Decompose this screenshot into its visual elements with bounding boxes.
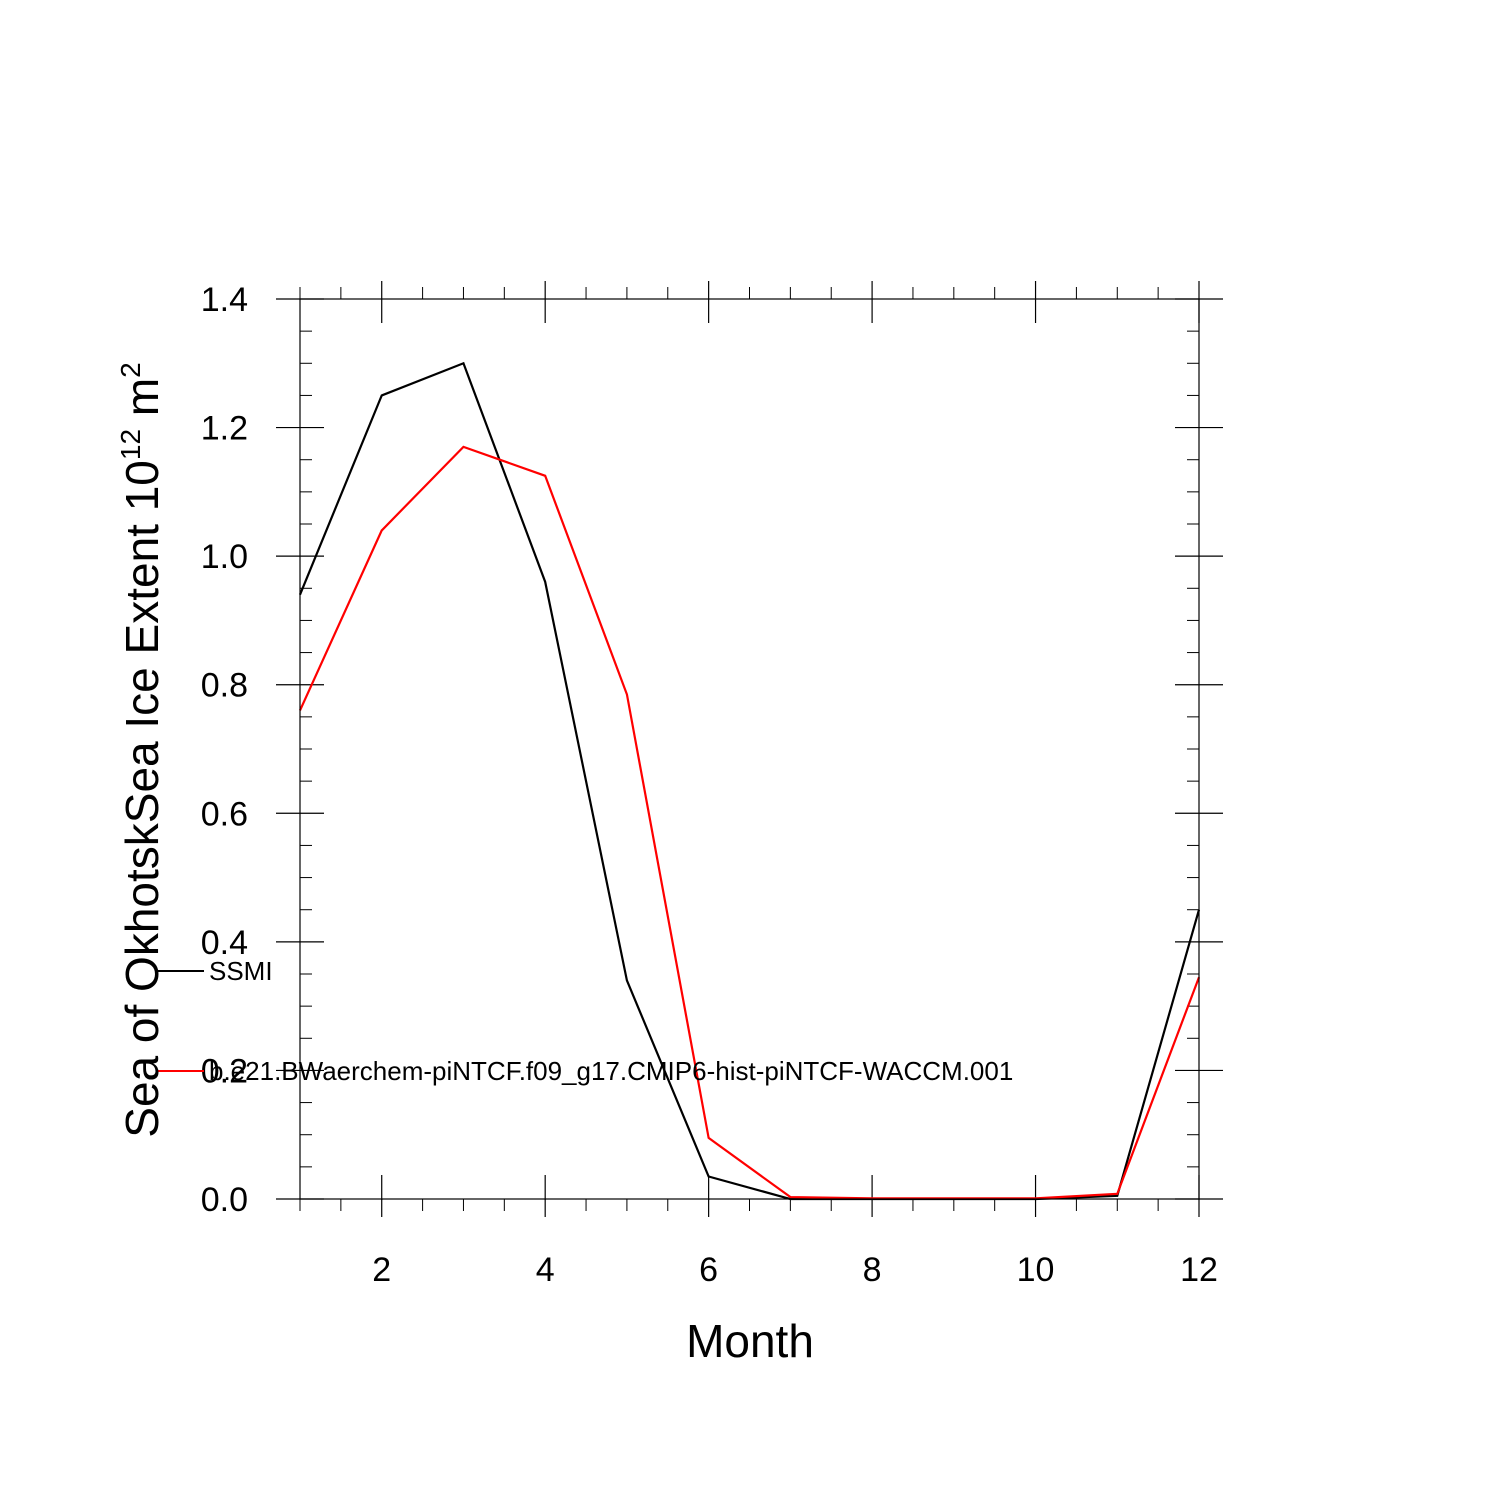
x-tick-label: 4: [536, 1251, 555, 1289]
legend-label-1: SSMI: [209, 956, 273, 986]
y-axis-title-exponent: 12: [115, 429, 146, 460]
x-axis-title: Month: [686, 1315, 814, 1367]
x-tick-label: 2: [372, 1251, 391, 1289]
x-tick-label: 8: [863, 1251, 882, 1289]
y-tick-label: 0.8: [201, 667, 248, 705]
x-tick-label: 10: [1017, 1251, 1055, 1289]
plot-frame: [299, 298, 1200, 1200]
y-axis-title-main: Sea of OkhotskSea Ice Extent 10: [116, 460, 168, 1138]
legend: SSMI b.e21.BWaerchem-piNTCF.f09_g17.CMIP6…: [158, 956, 1013, 1086]
y-axis-title-unit: m: [116, 378, 168, 429]
y-tick-label: 0.2: [201, 1052, 248, 1090]
y-tick-label: 0.6: [201, 795, 248, 833]
y-axis-title-unit-exponent: 2: [115, 362, 146, 378]
y-tick-label: 1.0: [201, 538, 248, 576]
y-tick-label: 1.4: [201, 281, 248, 319]
y-tick-label: 1.2: [201, 410, 248, 448]
minor-ticks: [299, 287, 1199, 1211]
tick-labels: 2 4 6 8 10 12 0.0 0.2 0.4 0.6 0.8 1.0 1.2 1.4: [201, 281, 1218, 1289]
x-tick-label: 12: [1180, 1251, 1218, 1289]
series-line-2: [298, 445, 1201, 1200]
x-tick-label: 6: [699, 1251, 718, 1289]
y-axis-title: Sea of OkhotskSea Ice Extent 1012 m2: [115, 362, 168, 1137]
legend-label-2: b.e21.BWaerchem-piNTCF.f09_g17.CMIP6-his…: [209, 1056, 1013, 1086]
y-tick-label: 0.0: [201, 1181, 248, 1219]
y-tick-label: 0.4: [201, 924, 248, 962]
